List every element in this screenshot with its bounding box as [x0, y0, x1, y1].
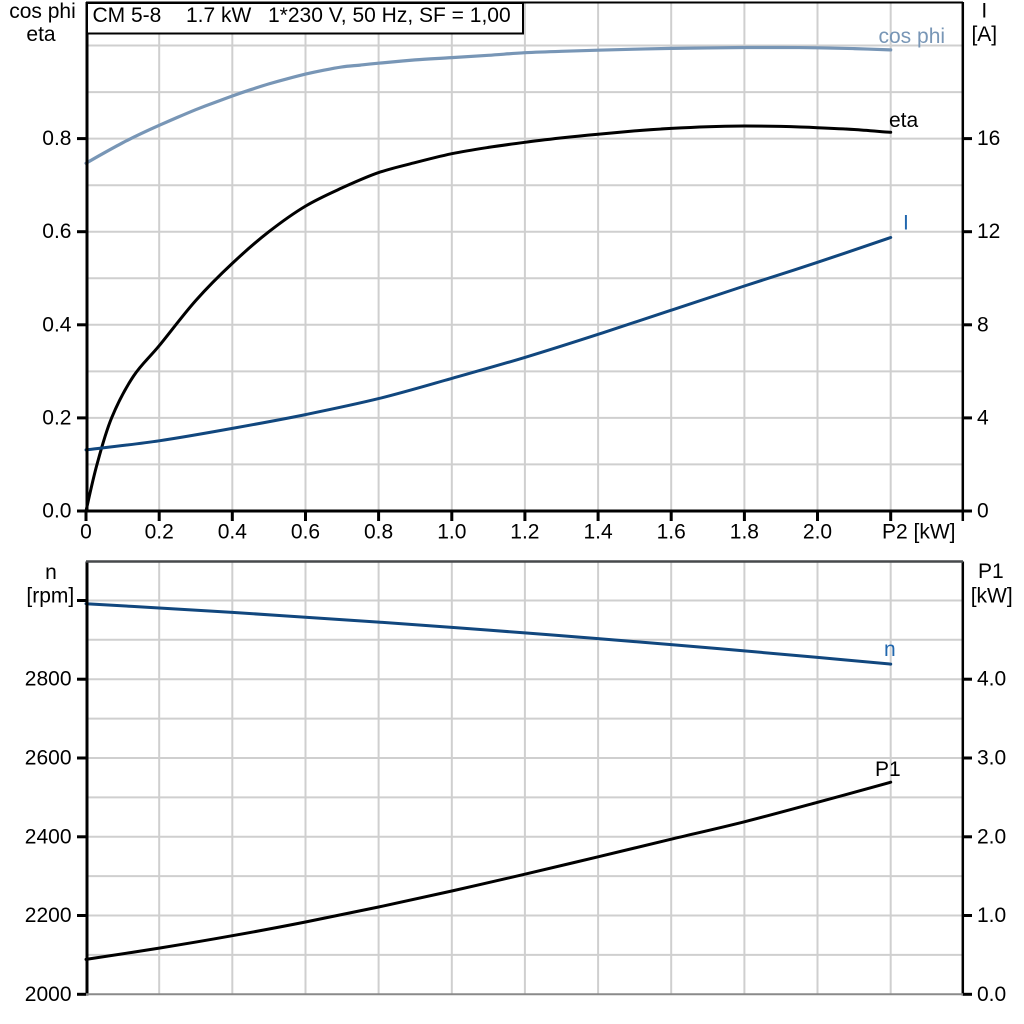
svg-text:0.6: 0.6: [291, 521, 320, 544]
svg-text:12: 12: [977, 220, 1000, 243]
svg-text:1.6: 1.6: [657, 521, 686, 544]
svg-text:8: 8: [977, 313, 989, 336]
svg-text:eta: eta: [889, 109, 919, 132]
svg-text:4.0: 4.0: [977, 668, 1006, 691]
svg-text:[kW]: [kW]: [971, 585, 1013, 608]
svg-text:cos phi: cos phi: [879, 25, 946, 48]
svg-text:1*230 V, 50 Hz, SF = 1,00: 1*230 V, 50 Hz, SF = 1,00: [268, 4, 511, 27]
svg-text:1.7 kW: 1.7 kW: [186, 4, 252, 27]
svg-text:1.4: 1.4: [583, 521, 613, 544]
svg-text:0.2: 0.2: [42, 406, 71, 429]
svg-text:0.4: 0.4: [42, 313, 72, 336]
svg-text:CM 5-8: CM 5-8: [93, 4, 162, 27]
svg-text:I: I: [981, 0, 987, 23]
svg-text:0.6: 0.6: [42, 220, 71, 243]
svg-text:2.0: 2.0: [803, 521, 832, 544]
svg-text:1.8: 1.8: [730, 521, 759, 544]
svg-text:[rpm]: [rpm]: [26, 584, 74, 607]
svg-text:0.0: 0.0: [977, 983, 1006, 1006]
svg-text:2000: 2000: [25, 983, 72, 1006]
svg-text:2600: 2600: [25, 747, 72, 770]
svg-text:n: n: [884, 638, 896, 661]
svg-text:P1: P1: [978, 560, 1004, 583]
svg-text:1.0: 1.0: [977, 904, 1006, 927]
svg-text:0.0: 0.0: [42, 500, 71, 523]
svg-text:1.0: 1.0: [437, 521, 466, 544]
svg-text:1.2: 1.2: [510, 521, 539, 544]
svg-text:0: 0: [977, 500, 989, 523]
svg-text:3.0: 3.0: [977, 747, 1006, 770]
svg-text:I: I: [903, 212, 909, 235]
svg-text:P2 [kW]: P2 [kW]: [882, 521, 956, 544]
svg-text:2.0: 2.0: [977, 825, 1006, 848]
svg-text:0.8: 0.8: [42, 127, 71, 150]
svg-text:2400: 2400: [25, 825, 72, 848]
svg-text:2800: 2800: [25, 668, 72, 691]
svg-text:16: 16: [977, 127, 1000, 150]
svg-text:2200: 2200: [25, 904, 72, 927]
svg-text:0.2: 0.2: [145, 521, 174, 544]
svg-text:n: n: [45, 561, 57, 584]
svg-text:cos phi: cos phi: [9, 0, 76, 23]
svg-text:[A]: [A]: [971, 23, 997, 46]
svg-text:eta: eta: [26, 23, 56, 46]
svg-text:0.8: 0.8: [364, 521, 393, 544]
svg-text:0: 0: [80, 521, 92, 544]
svg-text:0.4: 0.4: [218, 521, 248, 544]
svg-text:4: 4: [977, 406, 989, 429]
svg-text:P1: P1: [875, 758, 901, 781]
